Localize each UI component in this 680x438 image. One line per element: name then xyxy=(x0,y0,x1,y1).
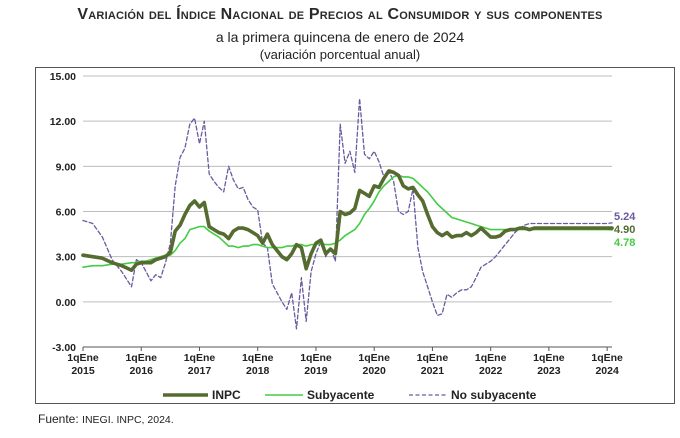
legend-label: INPC xyxy=(212,388,241,402)
chart-units: (variación porcentual anual) xyxy=(259,47,421,62)
chart-subtitle: a la primera quincena de enero de 2024 xyxy=(215,29,465,45)
x-tick-label: 2019 xyxy=(304,365,328,377)
chart-frame xyxy=(35,67,675,404)
end-value-label: 4.90 xyxy=(614,224,635,236)
y-tick-label: 12.00 xyxy=(50,116,76,128)
series-line-inpc xyxy=(81,169,614,273)
x-tick-label: 2017 xyxy=(188,365,212,377)
x-tick-label: 2024 xyxy=(595,365,619,377)
y-tick-label: 6.00 xyxy=(56,207,77,219)
legend-label: No subyacente xyxy=(451,388,537,402)
y-tick-label: 3.00 xyxy=(56,252,77,264)
y-tick-label: 15.00 xyxy=(50,71,76,83)
chart-title: Variación del Índice Nacional de Precios… xyxy=(77,6,603,23)
x-tick-label: 1qEne xyxy=(125,352,157,364)
series-line-no-subyacente xyxy=(82,97,613,330)
x-tick-label: 1qEne xyxy=(417,352,449,364)
end-value-label: 4.78 xyxy=(614,237,635,249)
x-tick-label: 2016 xyxy=(130,365,154,377)
x-tick-label: 1qEne xyxy=(533,352,565,364)
x-tick-label: 1qEne xyxy=(300,352,332,364)
x-tick-label: 1qEne xyxy=(475,352,507,364)
source-note: Fuente: INEGI. INPC, 2024. xyxy=(38,412,174,426)
x-tick-label: 1qEne xyxy=(358,352,390,364)
x-tick-label: 1qEne xyxy=(591,352,623,364)
source-text: INEGI. INPC, 2024. xyxy=(82,414,174,426)
x-tick-label: 2021 xyxy=(421,365,445,377)
x-tick-label: 2023 xyxy=(537,365,561,377)
x-tick-label: 1qEne xyxy=(242,352,274,364)
y-tick-label: -3.00 xyxy=(52,342,76,354)
y-tick-label: 9.00 xyxy=(56,161,77,173)
source-label: Fuente: xyxy=(38,412,79,426)
legend-label: Subyacente xyxy=(307,388,375,402)
x-tick-label: 1qEne xyxy=(184,352,216,364)
x-tick-label: 1qEne xyxy=(67,352,99,364)
x-tick-label: 2020 xyxy=(363,365,387,377)
series-line-subyacente xyxy=(82,174,613,269)
x-tick-label: 2015 xyxy=(71,365,95,377)
x-tick-label: 2022 xyxy=(479,365,503,377)
y-tick-label: 0.00 xyxy=(56,297,77,309)
x-tick-label: 2018 xyxy=(246,365,270,377)
end-value-label: 5.24 xyxy=(614,211,636,223)
